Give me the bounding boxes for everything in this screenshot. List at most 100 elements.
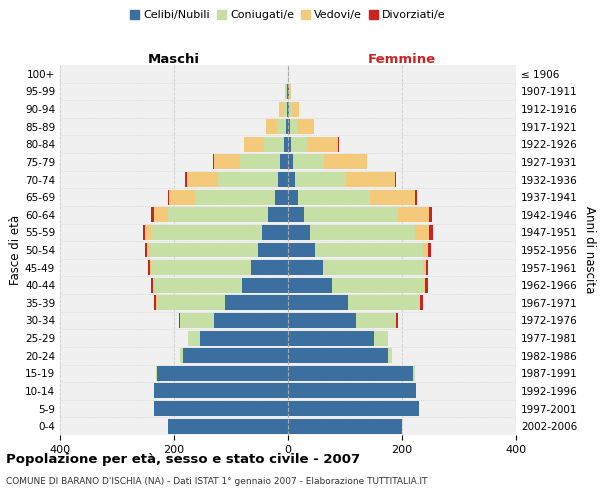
Bar	[288, 330, 388, 345]
Bar	[214, 154, 288, 170]
Bar	[150, 260, 288, 275]
Bar	[226, 296, 288, 310]
Bar	[288, 137, 339, 152]
Text: COMUNE DI BARANO D'ISCHIA (NA) - Dati ISTAT 1° gennaio 2007 - Elaborazione TUTTI: COMUNE DI BARANO D'ISCHIA (NA) - Dati IS…	[6, 478, 427, 486]
Bar	[168, 418, 288, 434]
Bar	[168, 418, 288, 434]
Bar	[288, 172, 346, 187]
Bar	[182, 348, 288, 363]
Bar	[288, 348, 388, 363]
Bar	[156, 366, 288, 381]
Bar	[288, 154, 367, 170]
Text: Maschi: Maschi	[148, 53, 200, 66]
Bar	[288, 119, 296, 134]
Bar	[288, 330, 388, 345]
Bar	[151, 225, 288, 240]
Bar	[288, 242, 422, 258]
Bar	[143, 225, 288, 240]
Bar	[288, 313, 398, 328]
Bar	[179, 313, 288, 328]
Bar	[156, 366, 288, 381]
Bar	[288, 384, 416, 398]
Bar	[251, 260, 288, 275]
Bar	[288, 154, 324, 170]
Bar	[288, 102, 289, 116]
Bar	[288, 137, 291, 152]
Bar	[288, 418, 402, 434]
Bar	[244, 137, 288, 152]
Bar	[288, 296, 419, 310]
Bar	[288, 102, 292, 116]
Bar	[168, 208, 288, 222]
Bar	[259, 242, 288, 258]
Bar	[168, 418, 288, 434]
Bar	[288, 296, 422, 310]
Bar	[288, 401, 419, 416]
Bar	[145, 242, 288, 258]
Bar	[188, 330, 288, 345]
Bar	[288, 401, 419, 416]
Bar	[280, 154, 288, 170]
Bar	[154, 384, 288, 398]
Bar	[288, 384, 416, 398]
Bar	[285, 84, 288, 99]
Bar	[154, 296, 288, 310]
Bar	[288, 190, 417, 204]
Bar	[288, 296, 419, 310]
Bar	[288, 242, 428, 258]
Bar	[180, 313, 288, 328]
Bar	[168, 418, 288, 434]
Bar	[288, 154, 367, 170]
Bar	[280, 102, 288, 116]
Bar	[288, 348, 392, 363]
Bar	[288, 366, 413, 381]
Bar	[154, 384, 288, 398]
Bar	[154, 384, 288, 398]
Bar	[242, 278, 288, 292]
Bar	[147, 242, 288, 258]
Bar	[288, 119, 314, 134]
Bar	[154, 278, 288, 292]
Bar	[288, 190, 415, 204]
Bar	[278, 172, 288, 187]
Bar	[266, 119, 288, 134]
Bar	[187, 172, 288, 187]
Bar	[288, 313, 397, 328]
Bar	[288, 278, 425, 292]
Bar	[285, 84, 288, 99]
Bar	[288, 260, 423, 275]
Bar	[288, 366, 415, 381]
Bar	[195, 190, 288, 204]
Bar	[288, 190, 298, 204]
Bar	[288, 242, 316, 258]
Bar	[288, 172, 395, 187]
Bar	[288, 84, 290, 99]
Bar	[288, 418, 402, 434]
Bar	[156, 366, 288, 381]
Bar	[288, 348, 392, 363]
Bar	[240, 154, 288, 170]
Bar	[288, 366, 415, 381]
Bar	[168, 190, 288, 204]
Bar	[288, 172, 396, 187]
Bar	[157, 366, 288, 381]
Bar	[288, 119, 290, 134]
Bar	[288, 401, 419, 416]
Bar	[151, 278, 288, 292]
Bar	[288, 260, 323, 275]
Bar	[288, 418, 402, 434]
Bar	[287, 102, 288, 116]
Bar	[154, 401, 288, 416]
Bar	[288, 84, 292, 99]
Bar	[288, 330, 388, 345]
Text: Femmine: Femmine	[368, 53, 436, 66]
Bar	[154, 401, 288, 416]
Bar	[288, 154, 293, 170]
Bar	[244, 137, 288, 152]
Bar	[288, 330, 373, 345]
Bar	[288, 84, 292, 99]
Bar	[154, 278, 288, 292]
Bar	[275, 190, 288, 204]
Bar	[288, 225, 430, 240]
Bar	[214, 313, 288, 328]
